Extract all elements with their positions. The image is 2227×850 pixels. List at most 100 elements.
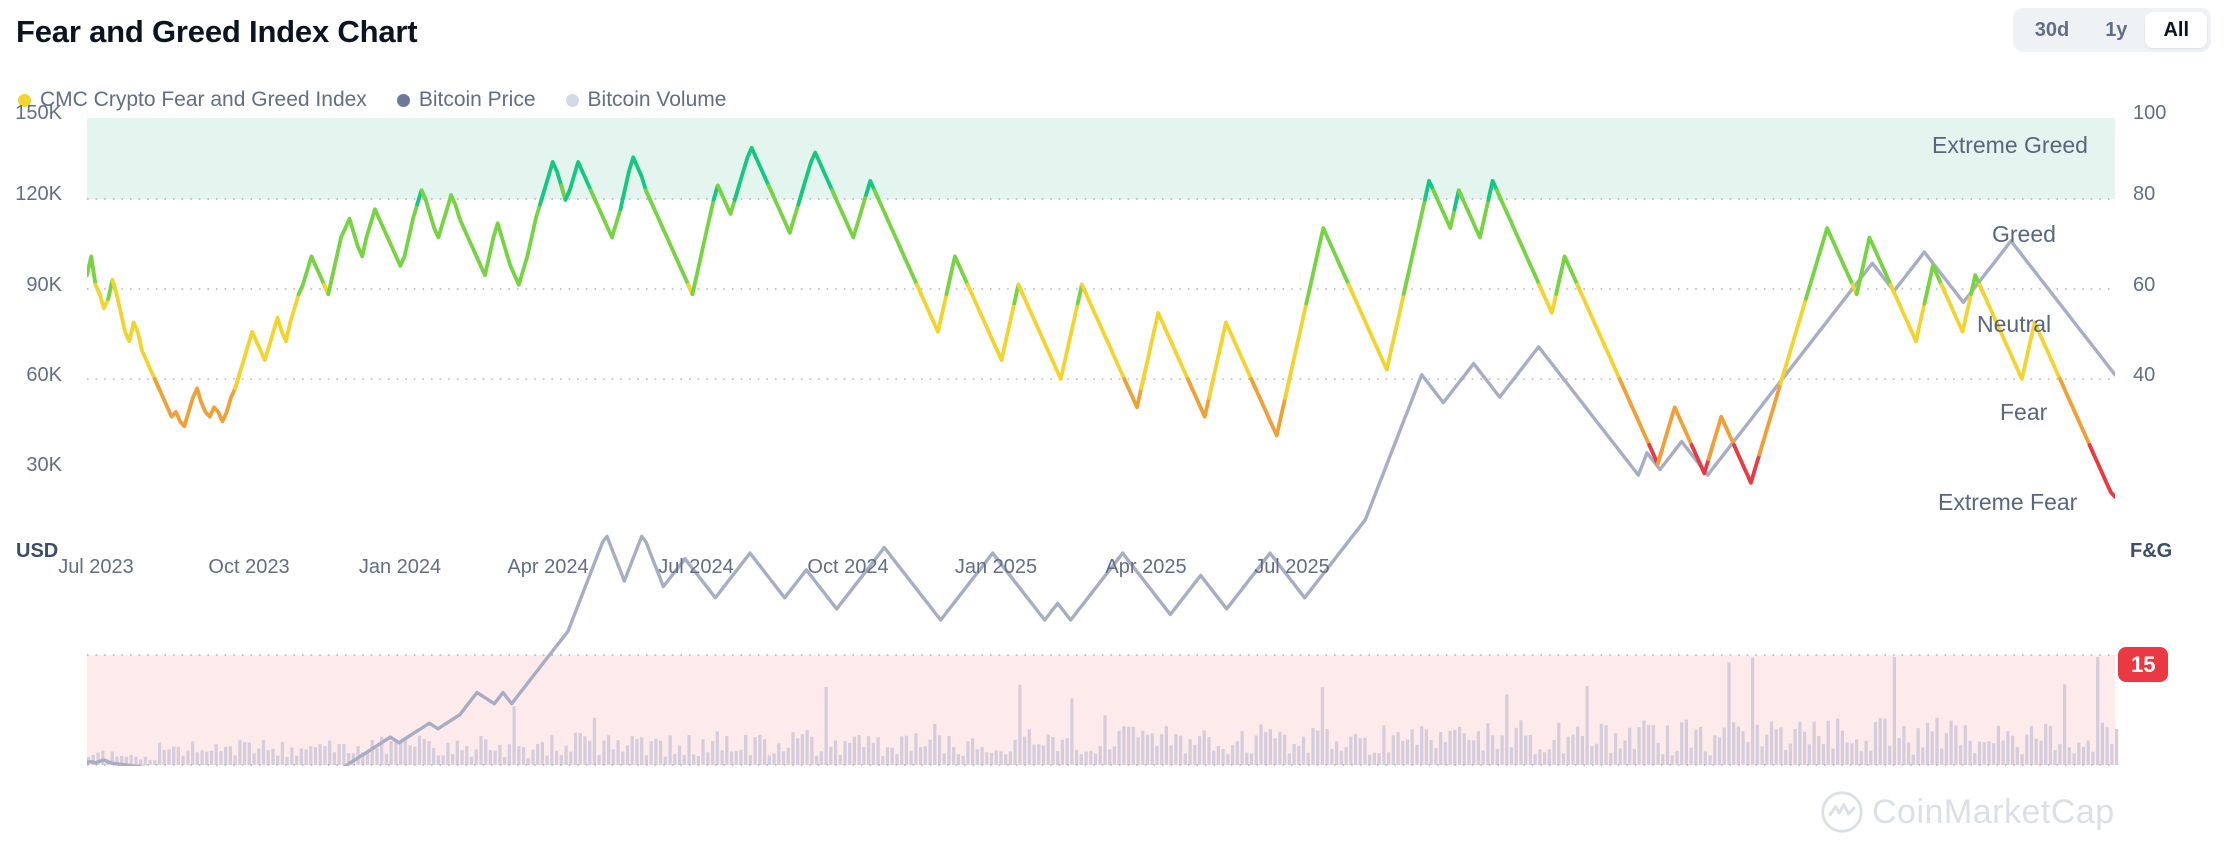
volume-bar xyxy=(148,759,152,765)
volume-bar xyxy=(413,746,417,765)
volume-bar xyxy=(640,737,644,765)
legend-label: CMC Crypto Fear and Greed Index xyxy=(40,88,367,111)
volume-bar xyxy=(1472,740,1476,765)
volume-bar xyxy=(1755,724,1759,765)
volume-bar xyxy=(923,746,927,765)
time-range-switch[interactable]: 30d 1y All xyxy=(2012,8,2211,52)
volume-bar xyxy=(1008,751,1012,765)
volume-bar xyxy=(285,757,289,765)
volume-bar xyxy=(715,731,719,765)
volume-bar xyxy=(134,756,138,765)
volume-bar xyxy=(758,735,762,765)
volume-bar xyxy=(1684,719,1688,765)
volume-bar xyxy=(1821,744,1826,765)
volume-bar xyxy=(469,756,474,765)
plot-svg xyxy=(87,118,2119,766)
volume-bar xyxy=(777,743,781,765)
volume-bar xyxy=(2048,725,2052,765)
volume-bar xyxy=(2105,727,2109,765)
range-button-all[interactable]: All xyxy=(2145,12,2207,48)
volume-bar xyxy=(1004,754,1008,765)
volume-bar xyxy=(588,740,592,765)
volume-bar xyxy=(2011,735,2015,765)
fear-greed-segment xyxy=(618,155,652,212)
volume-bar xyxy=(805,729,809,765)
volume-bar xyxy=(1131,727,1135,765)
legend-item-bitcoin-price[interactable]: Bitcoin Price xyxy=(396,88,536,112)
volume-bar xyxy=(1741,731,1745,765)
volume-bar xyxy=(904,735,908,765)
volume-bar xyxy=(1859,751,1863,765)
volume-bar xyxy=(2063,684,2067,765)
volume-bar xyxy=(1930,731,1934,765)
volume-bar xyxy=(1500,735,1504,765)
fear-greed-segment xyxy=(1778,282,1813,386)
volume-bar xyxy=(956,754,960,765)
volume-bar xyxy=(1193,744,1197,765)
volume-bar xyxy=(1765,734,1769,765)
fear-greed-segment xyxy=(796,150,839,207)
volume-bar xyxy=(578,733,582,765)
volume-bar xyxy=(2015,747,2019,765)
fear-greed-segment xyxy=(1575,282,1626,391)
volume-bar xyxy=(1098,745,1102,765)
volume-bar xyxy=(1552,740,1556,765)
volume-bar xyxy=(1268,729,1272,765)
volume-bar xyxy=(1925,723,1930,765)
volume-bar xyxy=(1429,740,1433,765)
volume-bar xyxy=(621,751,625,765)
volume-bar xyxy=(2077,742,2081,765)
volume-bar xyxy=(597,755,601,765)
range-button-30d[interactable]: 30d xyxy=(2034,18,2070,41)
volume-bar xyxy=(781,751,786,765)
volume-bar xyxy=(347,753,351,765)
volume-bar xyxy=(1855,739,1859,765)
volume-bar xyxy=(181,755,185,765)
x-axis-tick-3: Apr 2024 xyxy=(507,556,589,578)
volume-bar xyxy=(1888,745,1892,765)
volume-bar xyxy=(928,739,932,765)
volume-bar xyxy=(625,745,630,765)
volume-bar xyxy=(937,735,942,765)
y-axis-left-tick-90k: 90K xyxy=(26,274,62,296)
volume-bar xyxy=(1127,727,1131,765)
volume-bar xyxy=(1944,733,1948,765)
volume-bar xyxy=(384,753,388,765)
legend-item-fear-greed[interactable]: CMC Crypto Fear and Greed Index xyxy=(18,88,367,112)
fear-greed-segment xyxy=(1304,226,1355,306)
volume-bar xyxy=(1164,726,1168,765)
volume-bar xyxy=(611,749,615,765)
fear-greed-segment xyxy=(1888,282,1931,344)
volume-bar xyxy=(1235,741,1239,765)
volume-bar xyxy=(1179,735,1183,765)
volume-bar xyxy=(219,751,223,765)
volume-bar xyxy=(1604,725,1608,765)
range-button-1y[interactable]: 1y xyxy=(2105,18,2128,41)
volume-bar xyxy=(1320,687,1324,765)
zone-band-extreme-greed xyxy=(87,118,2115,199)
volume-bar xyxy=(266,750,270,765)
volume-bar xyxy=(1079,754,1083,765)
volume-bar xyxy=(1703,751,1707,765)
volume-bar xyxy=(1566,736,1570,765)
volume-bar xyxy=(1353,734,1358,765)
volume-bar xyxy=(436,755,440,765)
volume-bar xyxy=(252,753,256,765)
volume-bar xyxy=(1661,754,1665,765)
volume-bar xyxy=(687,735,691,765)
volume-bar xyxy=(1013,739,1017,765)
volume-bar xyxy=(280,741,284,765)
volume-bar xyxy=(767,755,771,765)
legend-item-bitcoin-volume[interactable]: Bitcoin Volume xyxy=(565,88,726,112)
volume-bar xyxy=(186,750,190,765)
volume-bar xyxy=(985,752,989,765)
volume-bar xyxy=(942,753,946,765)
volume-bar xyxy=(545,755,549,765)
volume-bar xyxy=(692,754,696,765)
volume-bar xyxy=(682,754,686,765)
x-axis-tick-8: Jul 2025 xyxy=(1254,556,1330,578)
volume-bar xyxy=(1424,729,1428,765)
volume-bar xyxy=(1812,721,1816,765)
volume-bar xyxy=(1727,662,1731,765)
volume-bar xyxy=(1907,742,1911,765)
